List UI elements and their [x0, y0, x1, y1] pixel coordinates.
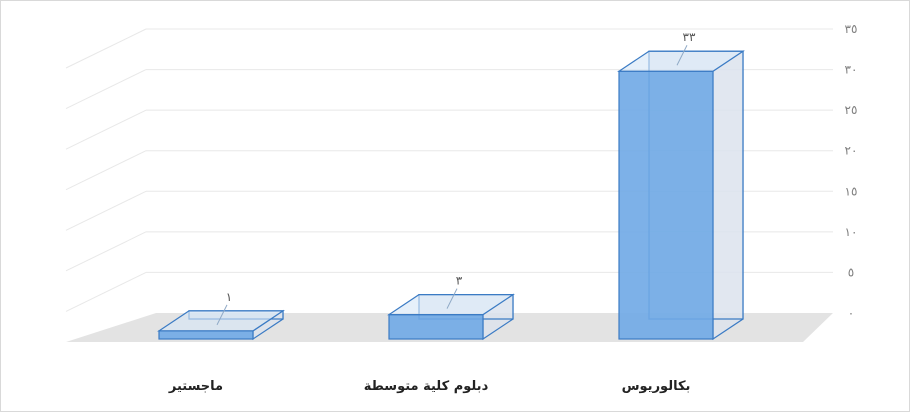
- gridline-side: [65, 271, 147, 312]
- bar-top: [157, 310, 285, 332]
- y-tick-label: ٢٠: [845, 144, 858, 158]
- y-tick-label: ٥: [848, 265, 854, 279]
- gridline-side: [65, 109, 147, 150]
- gridline-side: [65, 150, 147, 191]
- gridline-side: [65, 28, 147, 69]
- y-tick-label: ٣٠: [845, 63, 858, 77]
- bar: [618, 70, 714, 340]
- gridline-side: [65, 69, 147, 110]
- data-label-leader: [216, 304, 228, 326]
- data-label: ٣: [456, 274, 463, 288]
- y-tick-label: ٣٥: [845, 22, 858, 36]
- bar-top: [617, 50, 745, 72]
- data-label-leader: [446, 288, 458, 309]
- y-tick-label: ٢٥: [845, 103, 858, 117]
- y-tick-label: ١٥: [845, 184, 858, 198]
- data-label-leader: [676, 45, 688, 66]
- x-category-label: دبلوم كلية متوسطة: [364, 379, 489, 394]
- bar: [158, 330, 254, 340]
- data-label: ١: [226, 290, 232, 304]
- x-category-label: ماجستير: [168, 379, 223, 394]
- bar-top: [387, 294, 515, 316]
- gridline-side: [65, 231, 147, 272]
- data-label: ٣٣: [683, 30, 696, 44]
- bar: [388, 314, 484, 340]
- y-tick-label: ١٠: [845, 225, 858, 239]
- gridline-side: [65, 190, 147, 231]
- y-tick-label: ٠: [848, 306, 854, 320]
- x-category-label: بكالوريوس: [622, 379, 691, 394]
